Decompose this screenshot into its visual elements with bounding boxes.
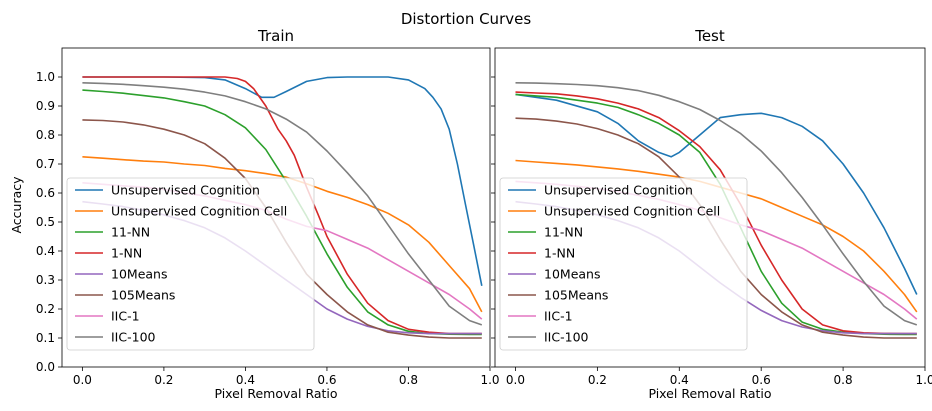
test-panel: Test Pixel Removal Ratio 0.0 0.2 0.4 0.6 0.8 1.… (491, 27, 932, 401)
train-series-iic-100 (82, 82, 483, 326)
test-x-tick-label: 0.0 (506, 373, 525, 387)
train-legend-label: Unsupervised Cognition Cell (111, 204, 287, 219)
train-series-unsupervised-cognition (82, 76, 483, 286)
test-series-unsupervised-cognition (515, 93, 918, 295)
train-x-tick-label: 0.2 (154, 373, 173, 387)
test-x-tick-label: 0.4 (670, 373, 689, 387)
train-legend-label: 11-NN (111, 225, 150, 240)
train-x-tick-label: 0.0 (73, 373, 92, 387)
train-legend-label: Unsupervised Cognition (111, 183, 260, 198)
test-series-iic-100 (515, 82, 918, 326)
train-y-tick-label: 0.5 (36, 215, 55, 229)
test-x-tick-label: 0.8 (834, 373, 853, 387)
y-axis-label: Accuracy (9, 176, 24, 234)
train-panel-title: Train (257, 27, 294, 45)
train-x-tick-label: 0.8 (399, 373, 418, 387)
figure-title: Distortion Curves (401, 10, 532, 28)
train-panel: Train Pixel Removal Ratio 0.0 0.2 0.4 0.6 0.8 1… (36, 27, 500, 401)
train-legend-label: IIC-1 (111, 309, 140, 324)
test-axes-frame (494, 47, 926, 368)
test-legend-label: IIC-100 (544, 330, 589, 345)
test-series-1-nn (515, 91, 917, 335)
test-x-tick-label: 1.0 (915, 373, 932, 387)
train-y-tick-label: 0.4 (36, 244, 55, 258)
test-legend-label: Unsupervised Cognition (544, 183, 693, 198)
train-x-tick-label: 0.4 (236, 373, 255, 387)
test-x-tick-label: 0.2 (588, 373, 607, 387)
train-y-tick-label: 0.9 (36, 99, 55, 113)
test-legend-label: 10Means (544, 267, 600, 282)
test-legend: Unsupervised Cognition Unsupervised Cogni… (499, 177, 748, 351)
train-y-tick-label: 0.6 (36, 186, 55, 200)
test-legend-box (499, 177, 748, 351)
train-y-tick-label: 0.1 (36, 331, 55, 345)
train-legend-label: 1-NN (111, 246, 142, 261)
train-series-unsupervised-cognition-cell (82, 156, 483, 313)
train-x-tick-label: 0.6 (317, 373, 336, 387)
train-y-tick-label: 0.3 (36, 273, 55, 287)
train-y-tick-label: 0.2 (36, 302, 55, 316)
train-legend-label: 10Means (111, 267, 167, 282)
train-y-tick-label: 0.0 (36, 360, 55, 374)
test-x-axis-label: Pixel Removal Ratio (648, 386, 771, 401)
test-x-tick-label: 0.6 (752, 373, 771, 387)
train-legend-box (66, 177, 315, 351)
train-legend-label: 105Means (111, 288, 175, 303)
train-series-1-nn (82, 76, 482, 335)
train-legend-label: IIC-100 (111, 330, 156, 345)
test-legend-label: 1-NN (544, 246, 575, 261)
test-legend-label: 105Means (544, 288, 608, 303)
train-y-tick-label: 0.7 (36, 157, 55, 171)
test-legend-label: 11-NN (544, 225, 583, 240)
train-x-axis-label: Pixel Removal Ratio (214, 386, 337, 401)
train-axes-frame (61, 47, 491, 368)
test-legend-label: Unsupervised Cognition Cell (544, 204, 720, 219)
train-legend: Unsupervised Cognition Unsupervised Cogni… (66, 177, 315, 351)
train-y-tick-label: 0.8 (36, 128, 55, 142)
test-legend-label: IIC-1 (544, 309, 573, 324)
train-y-tick-label: 1.0 (36, 70, 55, 84)
test-panel-title: Test (694, 27, 725, 45)
train-x-tick-label: 1.0 (480, 373, 499, 387)
